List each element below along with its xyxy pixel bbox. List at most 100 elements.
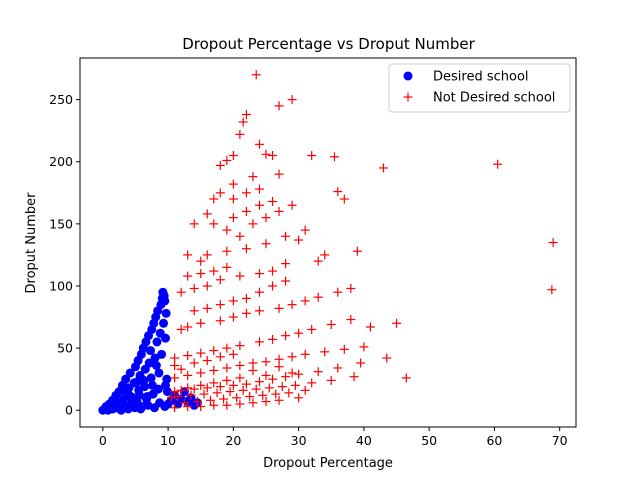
data-point xyxy=(179,387,189,397)
data-point xyxy=(281,276,291,286)
data-point xyxy=(209,346,219,356)
data-point xyxy=(339,344,349,354)
data-point xyxy=(261,213,271,223)
data-point xyxy=(254,337,264,347)
data-point xyxy=(136,404,146,414)
y-tick-label: 50 xyxy=(57,341,73,356)
y-tick-label: 0 xyxy=(65,403,73,418)
data-point xyxy=(254,184,264,194)
data-point xyxy=(212,388,222,398)
data-point xyxy=(274,101,284,111)
data-point xyxy=(274,362,284,372)
data-point xyxy=(228,312,238,322)
data-point xyxy=(307,324,317,334)
data-point xyxy=(281,372,291,382)
plot-area-frame xyxy=(79,57,577,428)
data-point xyxy=(176,364,186,374)
y-tick-label: 100 xyxy=(49,278,73,293)
data-point xyxy=(268,334,278,344)
data-point xyxy=(228,380,238,390)
data-point xyxy=(232,393,242,403)
data-point xyxy=(120,385,130,395)
data-point xyxy=(294,235,304,245)
data-point xyxy=(228,296,238,306)
series-desired-school xyxy=(98,287,202,415)
data-point xyxy=(183,402,193,411)
data-point xyxy=(151,361,161,370)
data-point xyxy=(548,238,558,247)
data-point xyxy=(333,363,343,373)
data-point xyxy=(215,382,225,392)
data-point xyxy=(235,271,245,281)
y-axis-label: Droput Number xyxy=(24,192,39,294)
data-point xyxy=(241,188,251,198)
data-point xyxy=(183,370,193,380)
data-point xyxy=(281,231,291,241)
data-point xyxy=(152,337,162,347)
data-point xyxy=(215,300,225,310)
data-point xyxy=(300,385,310,395)
data-point xyxy=(268,374,278,384)
data-point xyxy=(209,365,219,375)
data-point xyxy=(493,159,503,169)
data-point xyxy=(206,395,216,405)
data-point xyxy=(222,225,232,235)
data-point xyxy=(268,151,278,161)
data-point xyxy=(202,281,212,291)
data-point xyxy=(287,200,297,210)
data-point xyxy=(228,179,238,189)
data-point xyxy=(346,283,356,293)
data-point xyxy=(235,341,245,351)
data-point xyxy=(254,287,264,297)
data-point xyxy=(268,266,278,276)
data-point xyxy=(140,382,150,392)
data-point xyxy=(222,343,232,353)
data-point xyxy=(352,246,362,256)
data-point xyxy=(183,250,193,260)
data-point xyxy=(225,387,235,397)
data-point xyxy=(378,163,388,173)
data-point xyxy=(268,281,278,291)
data-point xyxy=(238,385,248,395)
data-point xyxy=(235,399,245,409)
data-point xyxy=(258,390,268,400)
data-point xyxy=(202,209,212,219)
x-tick-label: 20 xyxy=(225,433,241,448)
data-point xyxy=(254,139,264,149)
data-point xyxy=(215,160,225,170)
data-point xyxy=(281,259,291,269)
data-point xyxy=(339,194,349,204)
data-point xyxy=(346,315,356,325)
data-point xyxy=(392,318,402,328)
data-point xyxy=(294,369,304,379)
data-point xyxy=(326,375,336,385)
data-point xyxy=(215,275,225,285)
data-point xyxy=(144,358,154,368)
data-point xyxy=(146,373,156,383)
data-point xyxy=(241,379,251,389)
data-point xyxy=(277,382,287,392)
data-point xyxy=(170,361,180,370)
data-point xyxy=(330,152,340,162)
data-point xyxy=(300,225,310,235)
data-point xyxy=(170,387,180,397)
data-point xyxy=(126,392,136,402)
data-point xyxy=(189,306,199,316)
data-point xyxy=(119,400,129,410)
data-point xyxy=(173,392,183,402)
data-point xyxy=(313,292,323,302)
data-point xyxy=(111,403,121,413)
data-point xyxy=(176,324,186,334)
data-point xyxy=(251,70,261,80)
data-point xyxy=(235,129,245,139)
x-tick-label: 70 xyxy=(552,433,568,448)
data-point xyxy=(235,361,245,370)
data-point xyxy=(235,231,245,241)
data-point xyxy=(365,322,375,332)
data-point xyxy=(300,349,310,359)
data-point xyxy=(333,187,343,197)
legend-label-not-desired-school: Not Desired school xyxy=(433,91,555,106)
data-point xyxy=(209,266,219,276)
data-point xyxy=(264,383,274,393)
data-point xyxy=(287,368,297,378)
